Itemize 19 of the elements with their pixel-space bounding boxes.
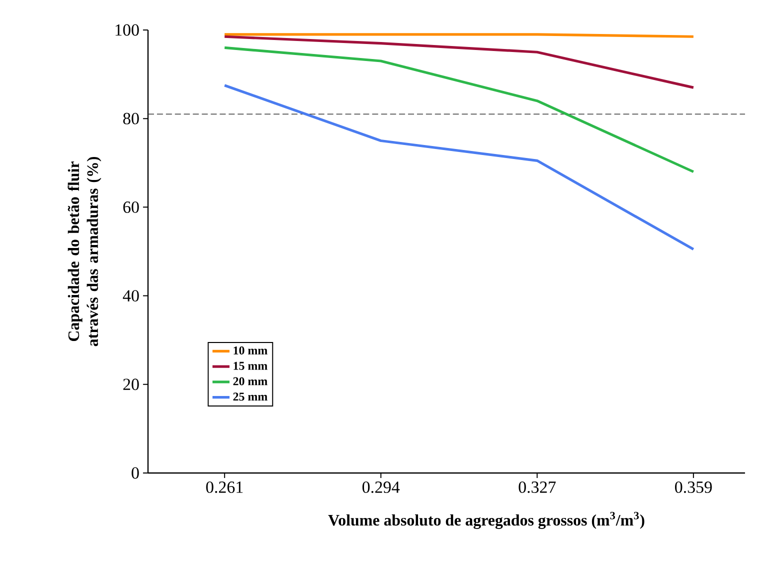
line-series (223, 46, 695, 174)
x-tick-label: 0.359 (675, 481, 712, 493)
y-axis-title: Capacidade do betão fluir através das armaduras (%) (68, 157, 102, 346)
line-series (223, 84, 695, 251)
legend-label: 25 mm (233, 392, 268, 401)
legend-label: 20 mm (233, 377, 268, 386)
line-series (223, 35, 695, 89)
x-tick-label: 0.327 (518, 481, 556, 493)
y-tick-label: 60 (123, 201, 139, 213)
x-tick-label: 0.294 (362, 481, 400, 493)
y-tick-label: 100 (116, 24, 139, 36)
legend-label: 15 mm (234, 362, 268, 370)
x-tick-label: 0.261 (206, 481, 243, 493)
y-tick-label: 40 (122, 290, 139, 302)
y-tick-label: 80 (123, 112, 139, 124)
y-tick-label: 20 (123, 378, 139, 390)
x-axis-title: Volume absoluto de agregados grossos (m$^{3}$/m$^{3}$) (328, 512, 644, 529)
y-tick-label: 0 (132, 467, 139, 479)
legend-label: 10 mm (234, 346, 268, 354)
